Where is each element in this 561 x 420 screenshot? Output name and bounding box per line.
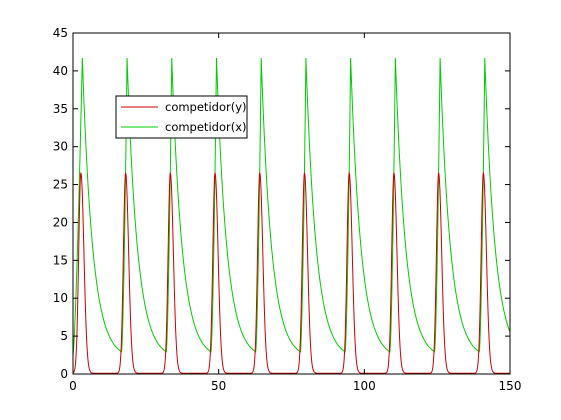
legend-box: [115, 95, 248, 139]
x-tick-label: 0: [69, 379, 77, 393]
x-tick-label: 150: [499, 379, 522, 393]
legend-label-competidor-y: competidor(y): [165, 100, 246, 114]
x-tick-label: 100: [353, 379, 376, 393]
y-axis: 0 5 10 15 20 25 30 35 40 45: [53, 26, 510, 381]
legend: competidor(y) competidor(x): [115, 95, 248, 139]
y-tick-label: 35: [53, 102, 68, 116]
y-tick-label: 25: [53, 178, 68, 192]
y-tick-label: 20: [53, 215, 68, 229]
x-axis: 0 50 100 150: [69, 33, 521, 393]
y-tick-label: 0: [60, 367, 68, 381]
y-tick-label: 5: [60, 329, 68, 343]
y-tick-label: 40: [53, 64, 68, 78]
y-tick-label: 10: [53, 291, 68, 305]
axes-box: [72, 32, 511, 375]
plot-area: [73, 33, 510, 374]
x-tick-label: 50: [211, 379, 226, 393]
legend-label-competidor-x: competidor(x): [165, 120, 246, 134]
series-line-competidor-x: [72, 57, 511, 356]
series-layer: [72, 57, 511, 374]
y-tick-label: 15: [53, 253, 68, 267]
series-line-competidor-y: [72, 172, 510, 374]
y-tick-label: 45: [53, 26, 68, 40]
y-tick-label: 30: [53, 140, 68, 154]
